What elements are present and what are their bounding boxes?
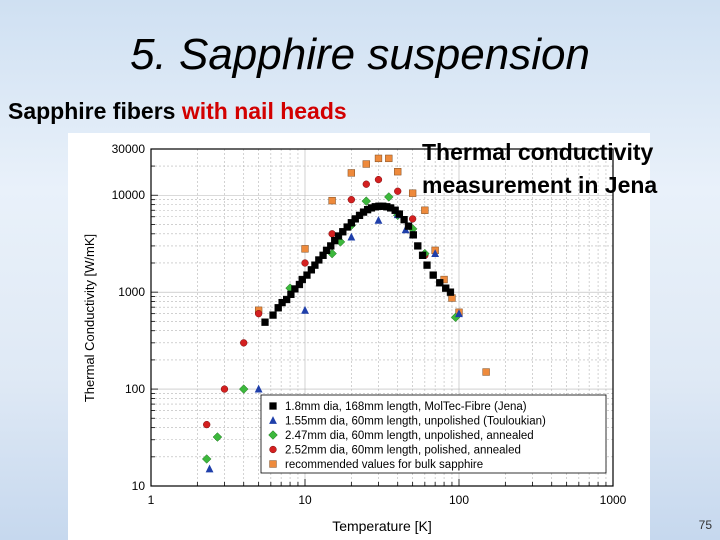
circle-point [220, 385, 229, 393]
square-point [423, 261, 431, 269]
square-point [446, 288, 455, 296]
legend-label: 2.47mm dia, 60mm length, unpolished, ann… [285, 430, 534, 442]
y-tick-label: 30000 [112, 142, 146, 156]
square-point [269, 311, 277, 319]
square-point [282, 295, 291, 304]
square-point [328, 196, 336, 205]
square-point [339, 228, 347, 236]
note-line-2: measurement in Jena [422, 172, 658, 198]
square-point [409, 231, 417, 239]
square-point [408, 189, 417, 197]
square-point [303, 271, 311, 279]
square-point [343, 223, 351, 231]
square-point [442, 284, 450, 292]
square-point [298, 275, 306, 284]
square-point [374, 154, 383, 163]
x-tick-label: 1 [148, 493, 155, 507]
diamond-point [201, 454, 212, 464]
square-point [311, 261, 319, 269]
legend-label: 2.52mm dia, 60mm length, polished, annea… [285, 445, 521, 457]
tick-marks [151, 165, 607, 486]
diamond-point [361, 196, 372, 206]
triangle-point [374, 216, 383, 224]
circle-point [408, 215, 417, 223]
square-point [269, 402, 277, 410]
square-point [269, 460, 277, 468]
square-point [391, 206, 399, 214]
legend-label: 1.8mm dia, 168mm length, MolTec-Fibre (J… [285, 401, 527, 413]
square-point [400, 215, 408, 224]
triangle-point [301, 305, 309, 314]
square-point [261, 318, 269, 326]
diamond-point [212, 432, 223, 442]
triangle-point [205, 464, 214, 473]
square-point [291, 285, 299, 293]
square-point [421, 206, 429, 214]
circle-point [328, 230, 336, 238]
square-point [395, 210, 404, 218]
square-point [322, 246, 331, 255]
circle-point [301, 259, 309, 267]
y-tick-label: 10000 [112, 188, 146, 202]
circle-point [269, 445, 277, 454]
data-points [201, 154, 490, 473]
square-point [327, 242, 335, 250]
subtitle-text: Sapphire fibers [8, 98, 182, 124]
measurement-note: Thermal conductivity measurement in Jena [422, 136, 657, 202]
y-tick-label: 1000 [118, 285, 145, 299]
circle-point [347, 196, 356, 204]
x-axis-label: Temperature [K] [332, 518, 432, 534]
square-point [394, 168, 402, 176]
square-point [404, 222, 413, 230]
legend-label: recommended values for bulk sapphire [285, 459, 483, 471]
square-point [315, 256, 323, 264]
square-point [362, 160, 370, 168]
triangle-point [269, 416, 277, 424]
square-point [301, 245, 309, 253]
x-tick-label: 10 [298, 493, 312, 507]
diamond-point [238, 384, 249, 394]
circle-point [203, 420, 211, 429]
square-point [274, 304, 282, 312]
plot-frame [150, 148, 614, 487]
square-point [287, 290, 295, 298]
square-point [334, 232, 343, 240]
square-point [385, 154, 393, 163]
legend-box [260, 394, 607, 474]
circle-point [374, 175, 383, 184]
triangle-point [347, 232, 356, 241]
circle-point [240, 339, 248, 347]
triangle-point [254, 384, 263, 393]
triangle-point [431, 249, 440, 257]
diamond-point [268, 430, 278, 440]
circle-point [362, 180, 370, 188]
subtitle-highlight: with nail heads [181, 98, 347, 124]
square-point [482, 368, 490, 376]
slide-subtitle: Sapphire fibers with nail heads [8, 98, 347, 125]
chart-legend: 1.8mm dia, 168mm length, MolTec-Fibre (J… [260, 394, 607, 474]
square-point [436, 279, 444, 287]
slide-title: 5. Sapphire suspension [130, 30, 590, 79]
y-tick-label: 10 [132, 479, 146, 493]
square-point [331, 237, 339, 245]
square-point [429, 271, 437, 279]
y-tick-label: 100 [125, 382, 145, 396]
series-1 [261, 202, 455, 326]
circle-point [394, 187, 402, 195]
square-point [418, 251, 427, 259]
square-point [347, 219, 356, 227]
square-point [414, 242, 422, 250]
x-tick-label: 100 [449, 493, 469, 507]
triangle-point [455, 309, 463, 318]
x-tick-label: 1000 [600, 493, 627, 507]
note-line-1: Thermal conductivity [422, 139, 654, 165]
page-number: 75 [698, 518, 712, 532]
diamond-point [384, 192, 394, 202]
legend-label: 1.55mm dia, 60mm length, unpolished (Tou… [285, 416, 546, 428]
y-axis-label: Thermal Conductivity [W/mK] [82, 234, 97, 402]
square-point [347, 169, 356, 177]
circle-point [254, 310, 263, 318]
